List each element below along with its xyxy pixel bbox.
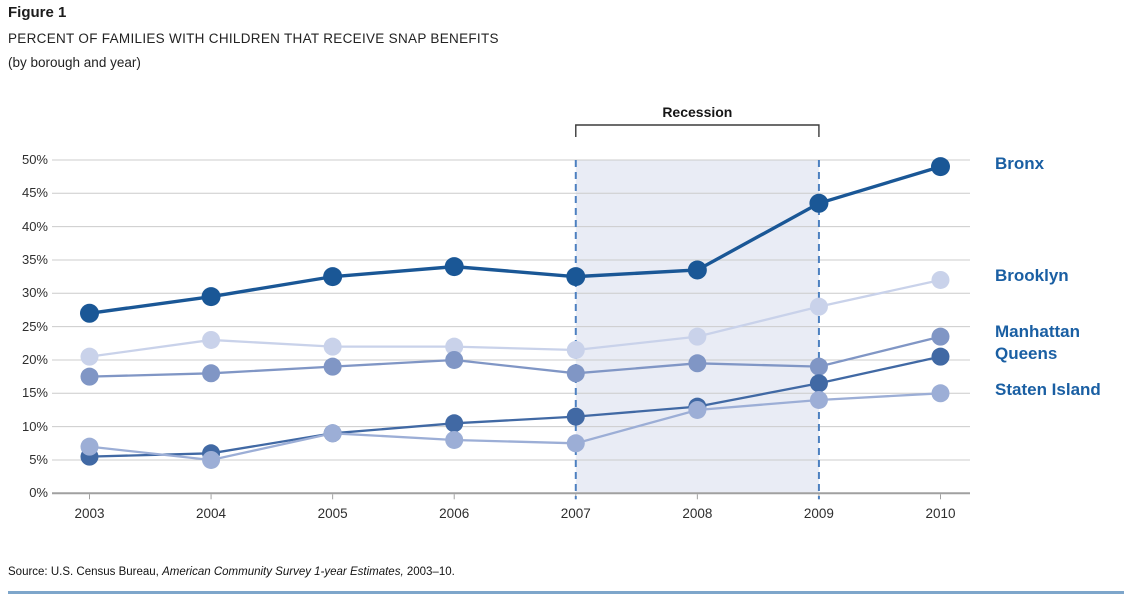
series-line-staten-island bbox=[89, 392, 941, 462]
y-axis-label: 15% bbox=[21, 385, 48, 401]
data-point-manhattan-2008 bbox=[688, 354, 707, 373]
legend-label-queens: Queens bbox=[995, 343, 1058, 363]
data-point-manhattan-2007 bbox=[566, 364, 585, 383]
x-axis-label: 2008 bbox=[682, 506, 713, 521]
data-point-manhattan-2006 bbox=[445, 350, 464, 369]
bottom-rule bbox=[8, 591, 1124, 594]
y-axis-label: 35% bbox=[21, 251, 48, 267]
data-point-staten-island-2007 bbox=[566, 434, 585, 453]
y-axis-label: 30% bbox=[21, 285, 48, 301]
y-axis-label: 50% bbox=[21, 151, 48, 167]
data-point-queens-2009 bbox=[809, 374, 828, 393]
data-point-bronx-2010 bbox=[930, 157, 950, 177]
data-point-staten-island-2006 bbox=[445, 430, 464, 449]
x-axis-label: 2010 bbox=[925, 506, 956, 521]
recession-bracket bbox=[575, 124, 820, 137]
data-point-brooklyn-2009 bbox=[809, 297, 828, 316]
data-point-manhattan-2004 bbox=[202, 364, 221, 383]
data-point-staten-island-2010 bbox=[931, 384, 950, 403]
data-point-staten-island-2005 bbox=[323, 424, 342, 443]
data-point-queens-2007 bbox=[566, 407, 585, 426]
data-point-bronx-2003 bbox=[80, 303, 99, 323]
y-axis-label: 25% bbox=[21, 318, 48, 334]
figure-label: Figure 1 bbox=[8, 4, 67, 21]
data-point-brooklyn-2005 bbox=[323, 337, 342, 356]
data-point-bronx-2005 bbox=[323, 267, 343, 287]
figure-title: PERCENT OF FAMILIES WITH CHILDREN THAT R… bbox=[8, 31, 499, 46]
recession-label: Recession bbox=[662, 104, 732, 120]
legend-label-staten-island: Staten Island bbox=[995, 380, 1101, 400]
y-axis-label: 5% bbox=[29, 451, 48, 467]
data-point-manhattan-2003 bbox=[80, 367, 99, 386]
data-point-brooklyn-2010 bbox=[931, 270, 950, 289]
data-point-bronx-2007 bbox=[566, 267, 586, 287]
data-point-staten-island-2003 bbox=[80, 437, 99, 456]
data-point-manhattan-2005 bbox=[323, 357, 342, 376]
x-axis-label: 2004 bbox=[196, 506, 227, 521]
x-axis-label: 2007 bbox=[560, 506, 591, 521]
y-axis-label: 0% bbox=[29, 485, 48, 501]
data-point-brooklyn-2007 bbox=[566, 340, 585, 359]
y-axis-label: 10% bbox=[21, 418, 48, 434]
legend-label-bronx: Bronx bbox=[995, 153, 1045, 173]
series-line-manhattan bbox=[89, 335, 941, 378]
data-point-queens-2006 bbox=[445, 414, 464, 433]
data-point-bronx-2004 bbox=[201, 287, 221, 307]
data-point-queens-2010 bbox=[931, 347, 950, 366]
data-point-staten-island-2009 bbox=[809, 390, 828, 409]
data-point-staten-island-2004 bbox=[202, 450, 221, 469]
legend-label-manhattan: Manhattan bbox=[995, 321, 1080, 341]
x-axis-label: 2006 bbox=[439, 506, 470, 521]
x-axis-label: 2005 bbox=[317, 506, 348, 521]
data-point-staten-island-2008 bbox=[688, 400, 707, 419]
legend-label-brooklyn: Brooklyn bbox=[995, 265, 1069, 285]
figure-header: Figure 1 PERCENT OF FAMILIES WITH CHILDR… bbox=[8, 4, 499, 70]
data-point-brooklyn-2008 bbox=[688, 327, 707, 346]
data-point-manhattan-2010 bbox=[931, 327, 950, 346]
data-point-manhattan-2009 bbox=[809, 357, 828, 376]
figure-subtitle: (by borough and year) bbox=[8, 55, 141, 70]
data-point-brooklyn-2006 bbox=[445, 337, 464, 356]
source-prefix: Source: U.S. Census Bureau, bbox=[8, 565, 163, 578]
series-line-brooklyn bbox=[89, 278, 941, 358]
data-point-brooklyn-2004 bbox=[202, 330, 221, 349]
series-line-queens bbox=[89, 355, 941, 458]
y-axis-label: 45% bbox=[21, 185, 48, 201]
y-axis-label: 40% bbox=[21, 218, 48, 234]
data-point-bronx-2006 bbox=[444, 257, 464, 277]
x-axis-label: 2009 bbox=[803, 506, 834, 521]
source-note: Source: U.S. Census Bureau, American Com… bbox=[8, 566, 455, 578]
series-line-bronx bbox=[89, 165, 941, 315]
source-title-italic: American Community Survey 1-year Estimat… bbox=[162, 565, 404, 578]
data-point-bronx-2009 bbox=[809, 193, 829, 213]
data-point-brooklyn-2003 bbox=[80, 347, 99, 366]
x-axis-label: 2003 bbox=[74, 506, 105, 521]
data-point-bronx-2008 bbox=[687, 260, 707, 280]
y-axis-label: 20% bbox=[21, 351, 48, 367]
source-suffix: 2003–10. bbox=[403, 565, 455, 578]
